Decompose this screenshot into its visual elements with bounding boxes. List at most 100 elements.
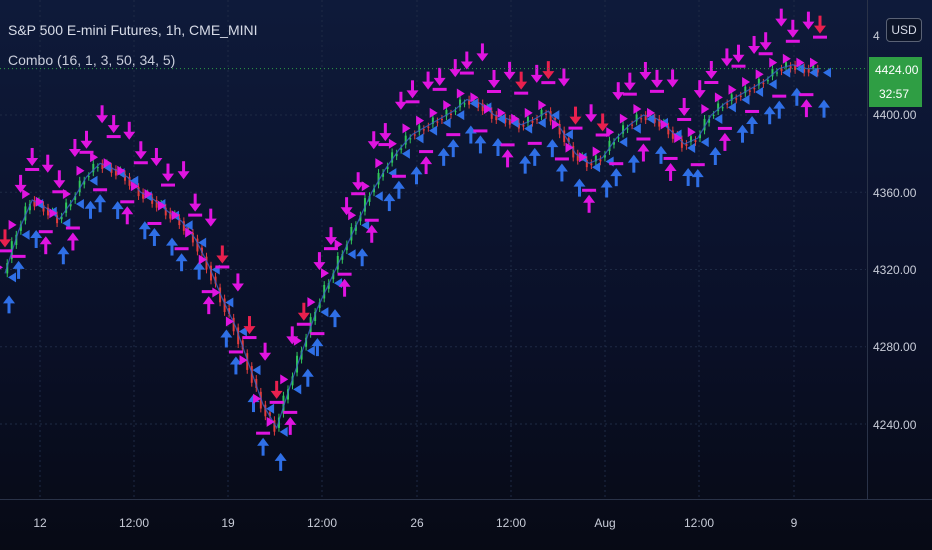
signal-triangle: [293, 335, 302, 346]
candle-body: [753, 87, 756, 90]
signal-bar: [378, 143, 393, 147]
time-axis-label: 12:00: [118, 516, 150, 530]
candle-body: [540, 109, 543, 117]
signal-bar: [296, 322, 311, 326]
sell-arrow-head: [352, 182, 365, 191]
buy-arrow-head: [175, 253, 188, 262]
candle-body: [431, 117, 434, 125]
signal-bar: [473, 129, 488, 133]
sell-arrow-head: [639, 72, 652, 80]
sell-arrow-head: [379, 133, 392, 142]
signal-triangle: [225, 297, 234, 308]
candle-body: [246, 353, 249, 370]
signal-triangle: [810, 57, 818, 68]
sell-arrow-head: [394, 101, 407, 110]
signal-triangle: [401, 148, 410, 159]
sell-arrow-head: [80, 140, 93, 149]
sell-arrow-head: [41, 164, 54, 173]
candle-body: [110, 167, 113, 173]
candle-body: [748, 90, 751, 92]
signal-triangle: [361, 220, 370, 231]
signal-bar: [663, 156, 678, 160]
candle-body: [83, 180, 86, 185]
sell-arrow-head: [433, 77, 446, 86]
signal-triangle: [551, 119, 560, 130]
candle-body: [87, 176, 90, 178]
sell-arrow-head: [651, 79, 663, 88]
candle-body: [526, 116, 529, 123]
candle-body: [558, 124, 561, 135]
candle-body: [762, 82, 765, 85]
candle-body: [169, 211, 172, 219]
sell-arrow-head: [189, 203, 202, 212]
signal-triangle: [782, 67, 791, 78]
signal-bar: [161, 183, 175, 187]
sell-arrow-head: [666, 79, 679, 88]
buy-arrow-head: [66, 232, 79, 241]
buy-arrow-head: [600, 179, 613, 188]
buy-arrow-head: [691, 169, 704, 178]
signal-triangle: [524, 107, 533, 118]
candle-body: [314, 311, 317, 321]
sell-arrow-head: [0, 239, 11, 248]
buy-arrow-head: [94, 194, 107, 203]
signal-bar: [228, 350, 243, 354]
sell-arrow-head: [705, 71, 718, 79]
sell-arrow-head: [748, 45, 761, 54]
signal-triangle: [768, 79, 777, 90]
buy-arrow-head: [573, 178, 586, 187]
indicator-label[interactable]: Combo (16, 1, 3, 50, 34, 5): [8, 52, 176, 68]
currency-button[interactable]: USD: [886, 18, 922, 42]
candle-body: [19, 224, 22, 231]
sell-arrow-head: [503, 71, 516, 80]
candle-body: [517, 122, 520, 129]
signal-bar: [133, 161, 148, 165]
candle-body: [373, 188, 376, 193]
signal-triangle: [755, 86, 764, 97]
signal-triangle: [130, 175, 139, 186]
signal-triangle: [606, 127, 615, 138]
sell-arrow-head: [814, 25, 826, 34]
buy-arrow-head: [410, 166, 423, 175]
signal-bar: [201, 290, 216, 294]
price-axis[interactable]: [867, 0, 932, 500]
buy-arrow-head: [637, 143, 650, 152]
signal-bar: [487, 90, 501, 93]
candle-body: [563, 130, 566, 143]
buy-arrow-head: [111, 201, 124, 210]
sell-arrow-head: [259, 352, 272, 361]
sell-arrow-head: [367, 141, 380, 150]
signal-bar: [38, 230, 53, 234]
symbol-title[interactable]: S&P 500 E-mini Futures, 1h, CME_MINI: [8, 22, 258, 38]
signal-bar: [459, 71, 474, 75]
signal-bar: [364, 218, 379, 222]
signal-triangle: [89, 175, 98, 186]
candle-body: [418, 125, 421, 132]
candle-body: [567, 138, 570, 143]
signal-triangle: [253, 393, 262, 404]
candle-body: [608, 140, 611, 152]
signal-triangle: [443, 100, 452, 111]
candle-body: [422, 129, 425, 131]
candle-body: [427, 126, 430, 128]
candle-body: [766, 80, 769, 82]
signal-triangle: [90, 152, 99, 163]
candle-body: [508, 118, 511, 125]
time-axis-label: 9: [790, 516, 798, 530]
signal-triangle: [524, 123, 533, 134]
signal-bar: [93, 188, 108, 192]
buy-arrow-head: [193, 261, 206, 270]
signal-bar: [514, 91, 529, 95]
buy-arrow-head: [773, 100, 786, 109]
candle-body: [205, 256, 208, 270]
candle-body: [296, 355, 299, 373]
signal-triangle: [687, 127, 696, 138]
buy-arrow-head: [664, 162, 677, 171]
candle-body: [137, 187, 140, 197]
signal-bar: [52, 190, 67, 194]
signal-triangle: [320, 307, 329, 318]
candle-body: [717, 103, 720, 112]
candle-body: [653, 117, 656, 123]
candle-body: [726, 103, 729, 105]
